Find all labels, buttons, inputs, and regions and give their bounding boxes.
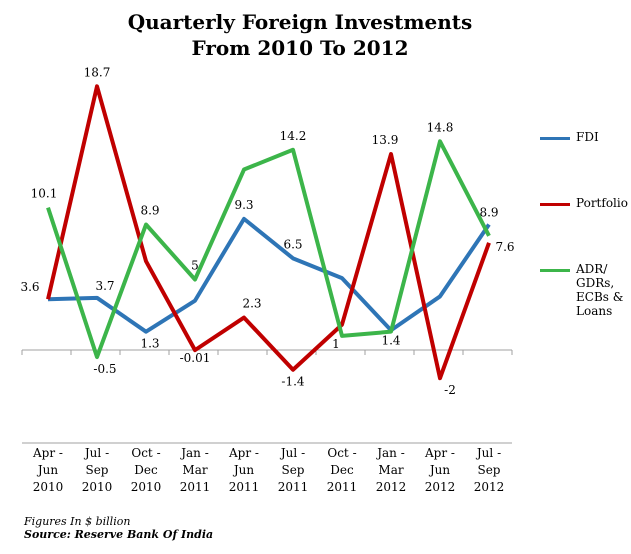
chart-title-line-2: From 2010 To 2012 [191,36,409,60]
legend-swatch [540,203,570,206]
data-label-fdi: 1.4 [381,333,400,347]
legend-swatch [540,137,570,140]
x-tick-label: Jul - Sep 2012 [473,446,505,494]
data-label-portfolio: 2.3 [242,297,261,311]
legend-entry-adr: ADR/GDRs, ECBs & Loans [540,262,631,318]
units-note: Figures In $ billion [24,515,131,528]
data-label-fdi: 3.7 [95,279,114,293]
legend-entry-portfolio: Portfolio [540,196,631,210]
data-label-portfolio: 18.7 [84,65,111,79]
data-label-portfolio: -1.4 [281,375,305,389]
x-tick-label: Jan - Mar 2011 [179,446,211,494]
data-label-fdi: 6.5 [283,237,302,251]
x-tick-label: Jul - Sep 2011 [277,446,309,494]
x-tick-label: Oct - Dec 2010 [130,446,162,494]
x-tick-label: Jan - Mar 2012 [375,446,407,494]
data-label-fdi: 8.9 [479,206,498,220]
x-tick-label: Apr - Jun 2010 [32,446,64,494]
chart-title-line-1: Quarterly Foreign Investments [127,10,473,34]
legend-label: ADR/GDRs, ECBs & Loans [576,262,624,318]
data-label-adr: -0.5 [93,362,116,376]
data-label-adr: 10.1 [31,187,58,201]
data-label-adr: 1 [332,337,340,351]
data-label-fdi: 9.3 [234,198,253,212]
x-tick-label: Apr - Jun 2012 [424,446,456,494]
legend-entry-fdi: FDI [540,130,631,144]
data-label-portfolio: 7.6 [495,240,514,254]
x-tick-label: Jul - Sep 2010 [81,446,113,494]
data-label-adr: 8.9 [140,204,159,218]
legend-swatch [540,269,570,272]
data-label-fdi: 3.6 [20,280,39,294]
data-label-portfolio: 13.9 [372,133,399,147]
data-label-adr: 5 [191,259,199,273]
source-note: Source: Reserve Bank Of India [24,528,214,541]
legend-label: FDI [576,130,599,144]
x-tick-label: Apr - Jun 2011 [228,446,260,494]
data-label-fdi: 1.3 [140,337,159,351]
series-line-adr [46,139,491,360]
data-label-portfolio: -0.01 [180,351,211,365]
data-label-adr: 14.2 [280,129,307,143]
data-label-adr: 14.8 [427,120,454,134]
series-line-portfolio [46,84,491,381]
data-label-portfolio: -2 [444,383,456,397]
legend-label: Portfolio [576,196,628,210]
series-line-fdi [47,216,491,334]
x-tick-label: Oct - Dec 2011 [326,446,358,494]
